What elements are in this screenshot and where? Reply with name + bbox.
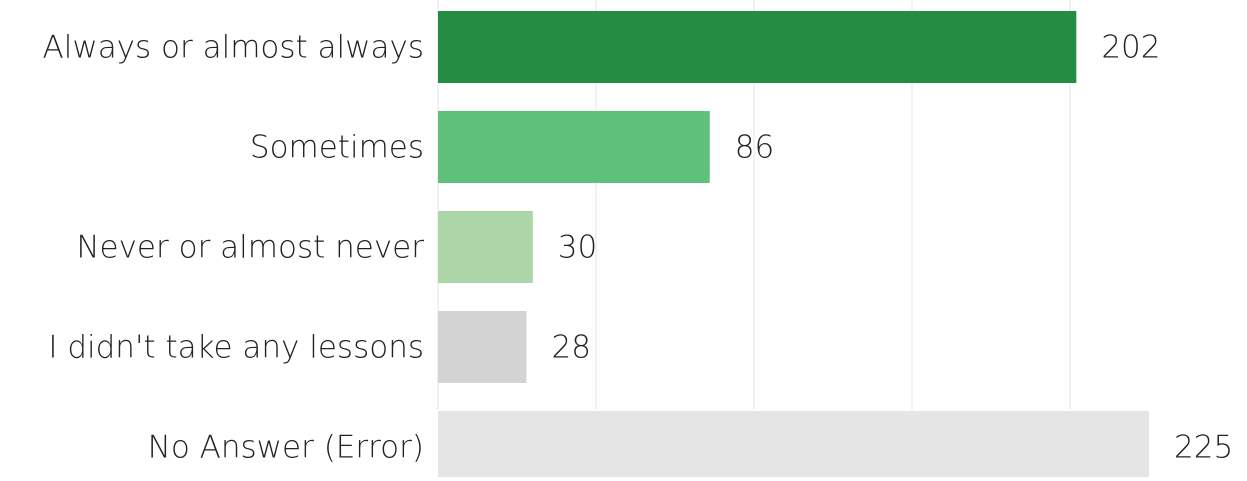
category-label: Sometimes (250, 130, 424, 166)
bar (438, 411, 1149, 481)
bar (438, 311, 527, 383)
category-label: Always or almost always (43, 30, 424, 66)
value-label: 225 (1174, 430, 1233, 466)
value-label: 28 (551, 330, 590, 366)
bar (438, 111, 710, 183)
category-label: No Answer (Error) (148, 430, 424, 466)
bar (438, 11, 1077, 83)
value-label: 86 (735, 130, 774, 166)
value-label: 202 (1101, 30, 1160, 66)
bar (438, 211, 533, 283)
category-label: I didn't take any lessons (48, 330, 424, 366)
value-label: 30 (558, 230, 597, 266)
category-label: Never or almost never (76, 230, 424, 266)
